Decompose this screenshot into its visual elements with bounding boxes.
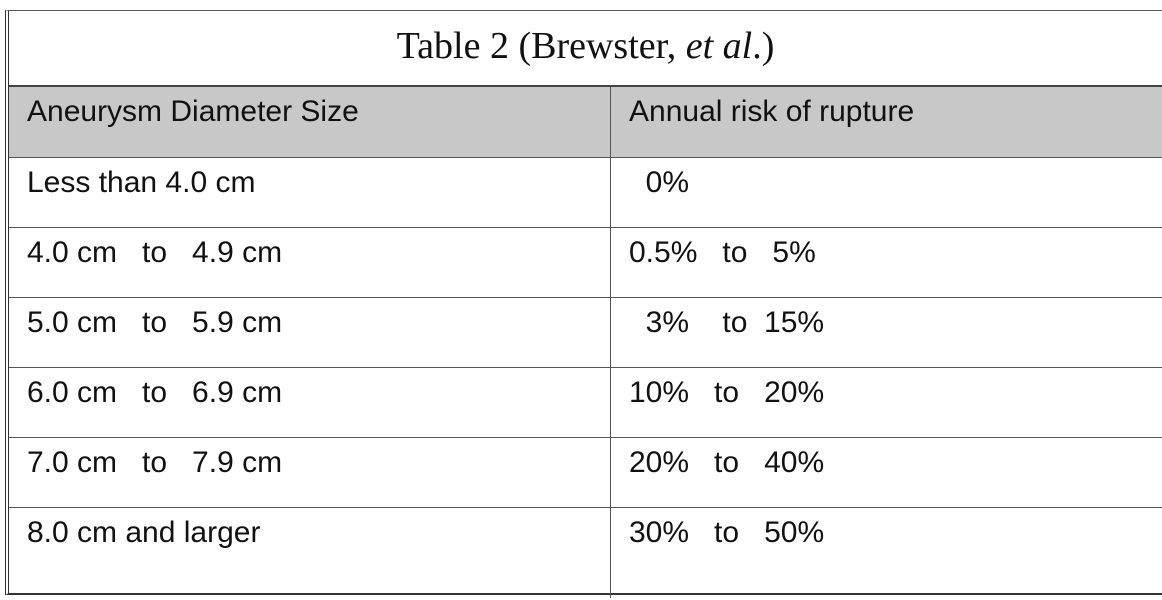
table-frame: Table 2 (Brewster, et al.) Aneurysm Diam…	[5, 10, 1162, 598]
header-cell: Aneurysm Diameter Size	[9, 87, 611, 158]
title-text: .)	[752, 25, 775, 67]
table-body: Aneurysm Diameter Size Annual risk of rup…	[9, 87, 1162, 598]
cell: 20% to 40%	[610, 437, 1162, 508]
row: 6.0 cm to 6.9 cm 10% to 20%	[9, 367, 1162, 438]
row: 7.0 cm to 7.9 cm 20% to 40%	[9, 437, 1162, 508]
header-cell: Annual risk of rupture	[610, 87, 1162, 158]
title-text: Table 2 (Brewster,	[396, 25, 686, 67]
cell: 30% to 50%	[629, 516, 825, 549]
title-italic: et al	[685, 25, 753, 67]
row: 8.0 cm and larger 30% to 50%	[9, 507, 1162, 598]
cell: 5.0 cm to 5.9 cm	[9, 297, 611, 368]
header-row: Aneurysm Diameter Size Annual risk of rup…	[9, 87, 1162, 158]
row: Less than 4.0 cm 0%	[9, 157, 1162, 228]
cell: 6.0 cm to 6.9 cm	[9, 367, 611, 438]
cell: 10% to 20%	[610, 367, 1162, 438]
cell: 3% to 15%	[610, 297, 1162, 368]
cell: 7.0 cm to 7.9 cm	[9, 437, 611, 508]
cell: 0%	[610, 157, 1162, 228]
cell: Less than 4.0 cm	[9, 157, 611, 228]
row: 4.0 cm to 4.9 cm 0.5% to 5%	[9, 227, 1162, 298]
cell: 0.5% to 5%	[610, 227, 1162, 298]
row: 5.0 cm to 5.9 cm 3% to 15%	[9, 297, 1162, 368]
table-title: Table 2 (Brewster, et al.)	[9, 11, 1162, 87]
cell: 8.0 cm and larger	[9, 507, 611, 598]
table: Aneurysm Diameter Size Annual risk of rup…	[9, 87, 1162, 598]
cell: 4.0 cm to 4.9 cm	[9, 227, 611, 298]
